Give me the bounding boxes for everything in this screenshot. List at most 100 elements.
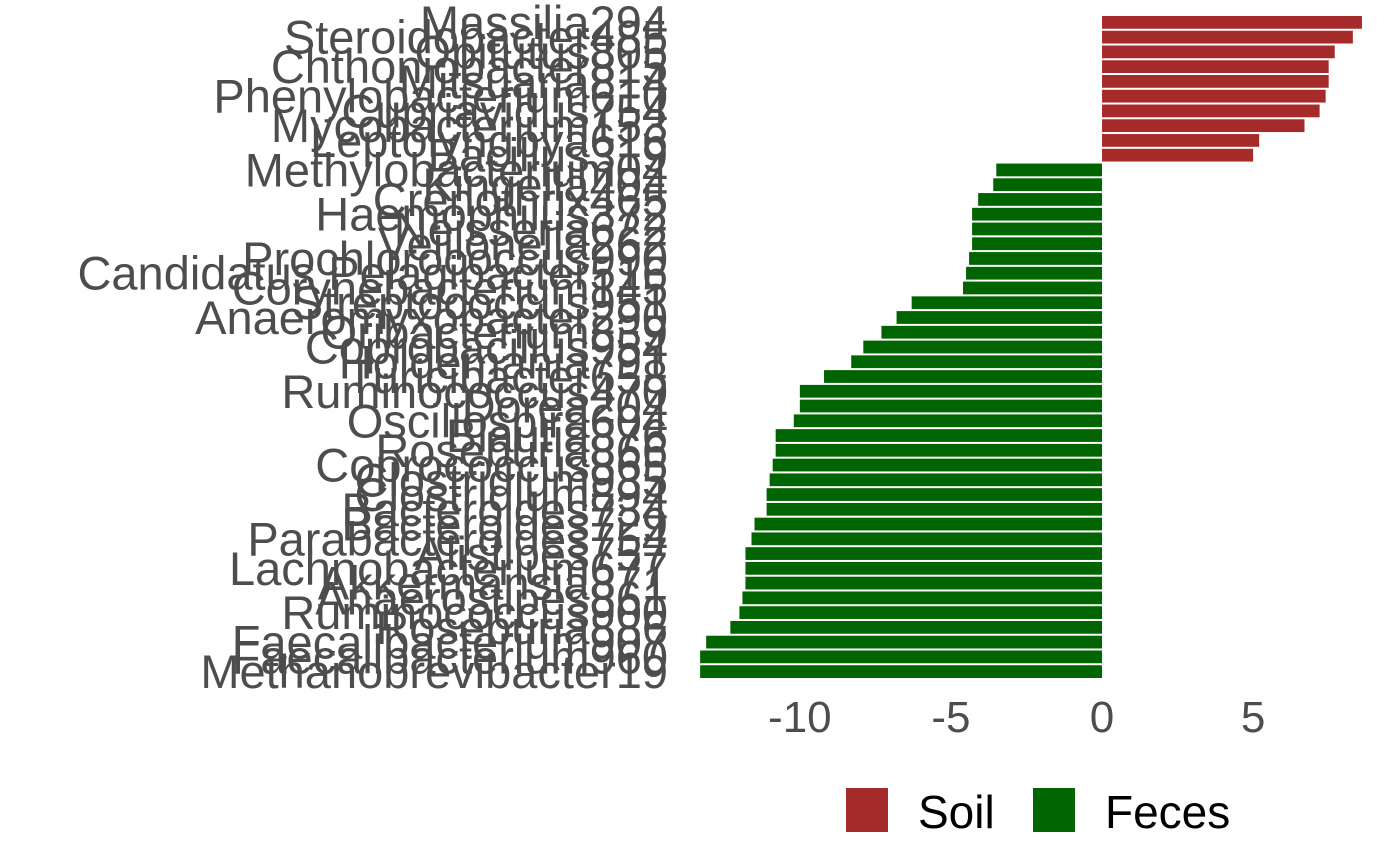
bar-neisseria622 xyxy=(972,222,1103,236)
x-tick-label: -5 xyxy=(931,693,970,742)
x-tick-label: 5 xyxy=(1241,693,1265,742)
bar-anaerostipes861 xyxy=(742,591,1103,605)
category-label: Bacteroides729 xyxy=(341,498,668,551)
bar-cupriavidus754 xyxy=(1102,104,1320,118)
bar-mycobacterium153 xyxy=(1102,119,1305,133)
bar-chthoniobacter815 xyxy=(1102,60,1329,74)
category-label: Parabacteroides754 xyxy=(247,512,668,565)
legend-swatch-soil xyxy=(846,788,888,832)
bar-ruminococcus470 xyxy=(799,384,1103,398)
bar-phenylobacterium610 xyxy=(1102,89,1326,103)
category-label: Prochlorococcus990 xyxy=(242,232,668,285)
bar-coprobacillus954 xyxy=(863,340,1103,354)
category-label: Streptococcus951 xyxy=(292,276,668,329)
bar-roseburia866 xyxy=(775,443,1103,457)
legend-label-soil: Soil xyxy=(918,786,995,838)
bar-veillonella262 xyxy=(972,237,1103,251)
category-label: Corynebacterium145 xyxy=(232,261,668,314)
category-label: Phenylobacterium610 xyxy=(213,70,668,123)
category-label: Turicibacter658 xyxy=(346,350,668,403)
category-label: Oscillospira604 xyxy=(347,394,668,447)
category-label: Mitsuaria814 xyxy=(399,55,668,108)
category-label: Massilia294 xyxy=(420,0,668,49)
legend-label-feces: Feces xyxy=(1105,786,1230,838)
bar-methanobrevibacter19 xyxy=(700,665,1103,678)
bar-clostridium935 xyxy=(769,473,1103,487)
bar-anaeromyxobacter290 xyxy=(896,311,1103,324)
category-label: Cupriavidus754 xyxy=(341,84,668,137)
category-label: Veillonella262 xyxy=(378,217,668,270)
category-label: Kingella404 xyxy=(422,158,668,211)
category-label: Akkermansia871 xyxy=(318,557,668,610)
bar-coprococcus865 xyxy=(772,458,1103,472)
bar-ruminococcus900 xyxy=(739,606,1103,619)
category-label: Roseburia866 xyxy=(375,424,668,477)
legend: Soil Feces xyxy=(846,786,1230,838)
category-label: Opitutus805 xyxy=(415,25,668,78)
bar-steroidobacter485 xyxy=(1102,30,1353,44)
category-label: Chthoniobacter815 xyxy=(271,40,668,93)
category-label: Faecalibacterium960 xyxy=(232,630,668,683)
bar-leptolyngbya616 xyxy=(1102,134,1260,147)
category-label: Mycobacterium153 xyxy=(271,99,668,152)
bar-blautia876 xyxy=(775,429,1103,442)
category-label: Crenothrix465 xyxy=(373,173,668,226)
category-label: Clostridium894 xyxy=(355,468,668,521)
bar-mitsuaria814 xyxy=(1102,75,1329,88)
category-label: Holdemania791 xyxy=(339,335,668,388)
category-label: Bacteroides734 xyxy=(341,483,668,536)
bar-oscillospira604 xyxy=(793,414,1103,428)
category-label: Leptolyngbya616 xyxy=(310,114,668,167)
category-label: Steroidobacter485 xyxy=(284,11,668,64)
category-label: Coprococcus865 xyxy=(315,439,668,492)
bar-clostridium894 xyxy=(766,488,1103,501)
category-label: Roseburia886 xyxy=(375,601,668,654)
bar-faecalibacterium960 xyxy=(700,650,1103,664)
category-label: Coprobacillus954 xyxy=(305,321,668,374)
category-label: Clostridium935 xyxy=(355,453,668,506)
category-label: Anaeromyxobacter290 xyxy=(195,291,668,344)
category-label: Alistipes757 xyxy=(415,527,668,580)
category-label: Blautia876 xyxy=(446,409,668,462)
bar-alistipes757 xyxy=(745,547,1103,560)
bar-haemophilus372 xyxy=(972,207,1103,221)
category-label: Dorea204 xyxy=(462,380,668,433)
category-label: Ruminococcus470 xyxy=(281,365,668,418)
bar-opitutus805 xyxy=(1102,45,1335,59)
bar-turicibacter658 xyxy=(824,370,1103,383)
bar-bacteroides734 xyxy=(766,502,1103,516)
legend-swatch-feces xyxy=(1033,788,1075,832)
bar-kingella404 xyxy=(993,178,1103,192)
bar-roseburia886 xyxy=(730,620,1103,634)
category-label: Faecalibacterium907 xyxy=(232,616,668,669)
category-label: Candidatus Pelagibacter516 xyxy=(77,247,668,300)
bar-lachnobacterium677 xyxy=(745,561,1103,575)
bar-candidatus-pelagibacter516 xyxy=(966,266,1103,280)
category-label: Anaerostipes861 xyxy=(315,571,668,624)
category-label: Lachnobacterium677 xyxy=(229,542,668,595)
bar-dorea204 xyxy=(799,399,1103,413)
bar-akkermansia871 xyxy=(745,576,1103,590)
bar-massilia294 xyxy=(1102,16,1362,29)
bar-parabacteroides754 xyxy=(751,532,1103,546)
bar-methylobacterium04 xyxy=(996,163,1103,177)
category-label: Bacillus319 xyxy=(428,129,668,182)
bars-group xyxy=(700,16,1362,678)
x-tick-label: 0 xyxy=(1090,693,1114,742)
bar-streptococcus951 xyxy=(911,296,1103,310)
bar-faecalibacterium907 xyxy=(706,635,1103,649)
bar-oribacterium839 xyxy=(881,325,1103,339)
bar-corynebacterium145 xyxy=(963,281,1103,295)
category-label: Methanobrevibacter19 xyxy=(200,645,668,698)
x-tick-label: -10 xyxy=(768,693,832,742)
category-labels: Massilia294Steroidobacter485Opitutus805C… xyxy=(77,0,668,698)
x-axis-ticks: -10 -5 0 5 xyxy=(768,693,1265,742)
category-label: Methylobacterium04 xyxy=(245,143,668,196)
category-label: Neisseria622 xyxy=(394,202,668,255)
bar-prochlorococcus990 xyxy=(969,252,1103,265)
bar-bacteroides729 xyxy=(754,517,1103,531)
bar-bacillus319 xyxy=(1102,148,1254,162)
bar-crenothrix465 xyxy=(978,193,1103,206)
category-label: Haemophilus372 xyxy=(315,188,668,241)
